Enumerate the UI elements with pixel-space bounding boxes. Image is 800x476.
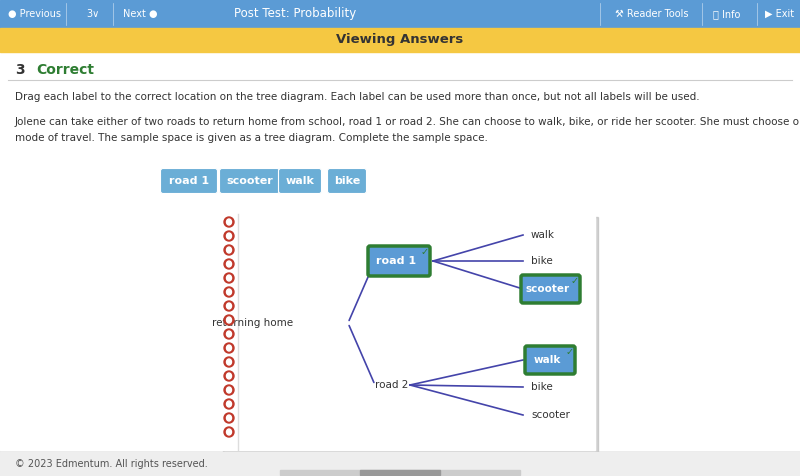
Text: Next ●: Next ● (122, 9, 158, 19)
Text: walk: walk (534, 355, 561, 365)
Ellipse shape (226, 401, 231, 407)
Text: bike: bike (334, 176, 360, 186)
Ellipse shape (224, 217, 234, 227)
Text: ⓘ Info: ⓘ Info (714, 9, 741, 19)
Text: 3: 3 (15, 63, 25, 77)
Ellipse shape (226, 387, 231, 393)
Bar (0, 52, 800, 450)
Ellipse shape (226, 261, 231, 267)
Ellipse shape (224, 315, 234, 325)
Ellipse shape (224, 287, 234, 297)
Ellipse shape (226, 233, 231, 239)
Text: Jolene can take either of two roads to return home from school, road 1 or road 2: Jolene can take either of two roads to r… (15, 117, 800, 127)
Bar (360, 470, 440, 475)
FancyBboxPatch shape (525, 346, 575, 374)
Bar (0, 452, 800, 476)
Text: 3∨: 3∨ (86, 9, 100, 19)
Ellipse shape (224, 399, 234, 409)
Text: ▶ Exit: ▶ Exit (766, 9, 794, 19)
Ellipse shape (224, 357, 234, 367)
Ellipse shape (226, 219, 231, 225)
Text: Drag each label to the correct location on the tree diagram. Each label can be u: Drag each label to the correct location … (15, 92, 700, 102)
Ellipse shape (226, 429, 231, 435)
Text: returning home: returning home (212, 318, 293, 328)
Text: ⚒ Reader Tools: ⚒ Reader Tools (615, 9, 689, 19)
Ellipse shape (224, 371, 234, 381)
Ellipse shape (224, 427, 234, 437)
Text: mode of travel. The sample space is given as a tree diagram. Complete the sample: mode of travel. The sample space is give… (15, 133, 488, 143)
Bar (220, 214, 595, 450)
Ellipse shape (224, 329, 234, 339)
Ellipse shape (226, 373, 231, 379)
Ellipse shape (226, 275, 231, 281)
Text: bike: bike (531, 382, 553, 392)
FancyBboxPatch shape (161, 169, 218, 194)
Ellipse shape (226, 331, 231, 337)
Text: walk: walk (286, 176, 314, 186)
Text: Correct: Correct (36, 63, 94, 77)
Bar (0, 0, 800, 28)
FancyBboxPatch shape (278, 169, 322, 194)
Text: ✓: ✓ (566, 347, 574, 357)
FancyBboxPatch shape (327, 169, 366, 194)
Text: scooter: scooter (226, 176, 273, 186)
Text: ● Previous: ● Previous (9, 9, 62, 19)
Ellipse shape (224, 231, 234, 241)
Text: © 2023 Edmentum. All rights reserved.: © 2023 Edmentum. All rights reserved. (15, 459, 208, 469)
Ellipse shape (224, 259, 234, 269)
Ellipse shape (224, 245, 234, 255)
Text: ✓: ✓ (571, 276, 579, 286)
Bar (0, 28, 800, 52)
Ellipse shape (224, 413, 234, 423)
FancyBboxPatch shape (219, 169, 279, 194)
FancyBboxPatch shape (521, 275, 580, 303)
FancyBboxPatch shape (368, 246, 430, 276)
Text: walk: walk (531, 230, 555, 240)
Text: scooter: scooter (526, 284, 570, 294)
Text: bike: bike (531, 256, 553, 266)
Bar (223, 217, 598, 453)
Ellipse shape (224, 273, 234, 283)
Ellipse shape (226, 359, 231, 365)
Text: scooter: scooter (531, 410, 570, 420)
Text: road 1: road 1 (169, 176, 209, 186)
Ellipse shape (226, 289, 231, 295)
Ellipse shape (224, 301, 234, 311)
Bar (280, 470, 520, 475)
Text: Post Test: Probability: Post Test: Probability (234, 8, 356, 20)
Ellipse shape (224, 343, 234, 353)
Ellipse shape (226, 247, 231, 253)
Ellipse shape (226, 303, 231, 309)
Text: road 1: road 1 (376, 256, 416, 266)
Ellipse shape (226, 317, 231, 323)
Text: road 2: road 2 (374, 380, 408, 390)
Ellipse shape (224, 385, 234, 395)
Ellipse shape (226, 415, 231, 421)
Text: ✓: ✓ (421, 247, 429, 257)
Ellipse shape (226, 345, 231, 351)
Text: Viewing Answers: Viewing Answers (336, 33, 464, 47)
